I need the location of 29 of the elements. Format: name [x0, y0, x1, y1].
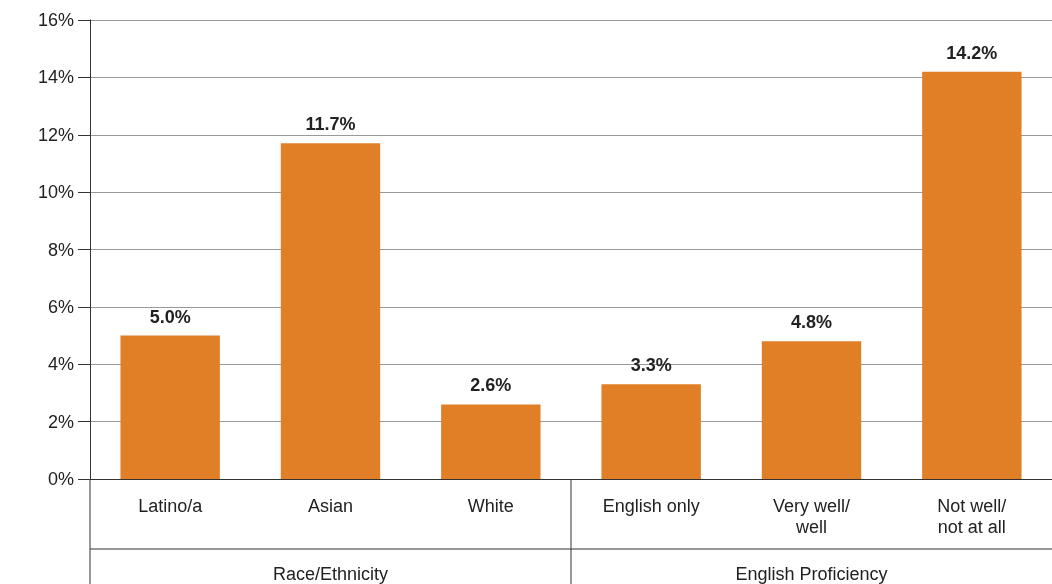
- bar: [280, 143, 381, 479]
- bar: [601, 384, 701, 479]
- x-tick-label: White: [467, 495, 514, 516]
- data-label: 3.3%: [630, 355, 672, 376]
- data-label: 11.7%: [305, 114, 356, 135]
- y-tick-label: 4%: [47, 354, 74, 375]
- y-tick-label: 0%: [47, 469, 74, 489]
- x-tick-label: English only: [602, 495, 700, 516]
- y-tick-label: 8%: [47, 239, 74, 260]
- y-tick-label: 10%: [37, 182, 74, 203]
- x-tick-label: Not well/ not at all: [937, 495, 1007, 537]
- x-tick-label: Latino/a: [138, 495, 204, 516]
- x-tick-label: Very well/ well: [772, 495, 851, 537]
- data-label: 5.0%: [149, 306, 191, 327]
- y-tick-label: 14%: [37, 67, 74, 88]
- y-tick-label: 16%: [37, 10, 74, 30]
- bar: [761, 341, 862, 479]
- x-tick-label: Asian: [307, 495, 354, 516]
- y-tick-label: 12%: [37, 124, 74, 145]
- data-label: 2.6%: [470, 375, 512, 396]
- data-label: 14.2%: [946, 42, 998, 63]
- bar: [120, 335, 220, 479]
- text: English Proficiency: [735, 564, 888, 584]
- data-label: 4.8%: [790, 312, 833, 333]
- y-tick-label: 2%: [47, 411, 74, 432]
- bar: [922, 71, 1022, 479]
- text: Race/Ethnicity: [272, 564, 389, 584]
- bar: [441, 404, 541, 479]
- y-tick-label: 6%: [47, 296, 74, 317]
